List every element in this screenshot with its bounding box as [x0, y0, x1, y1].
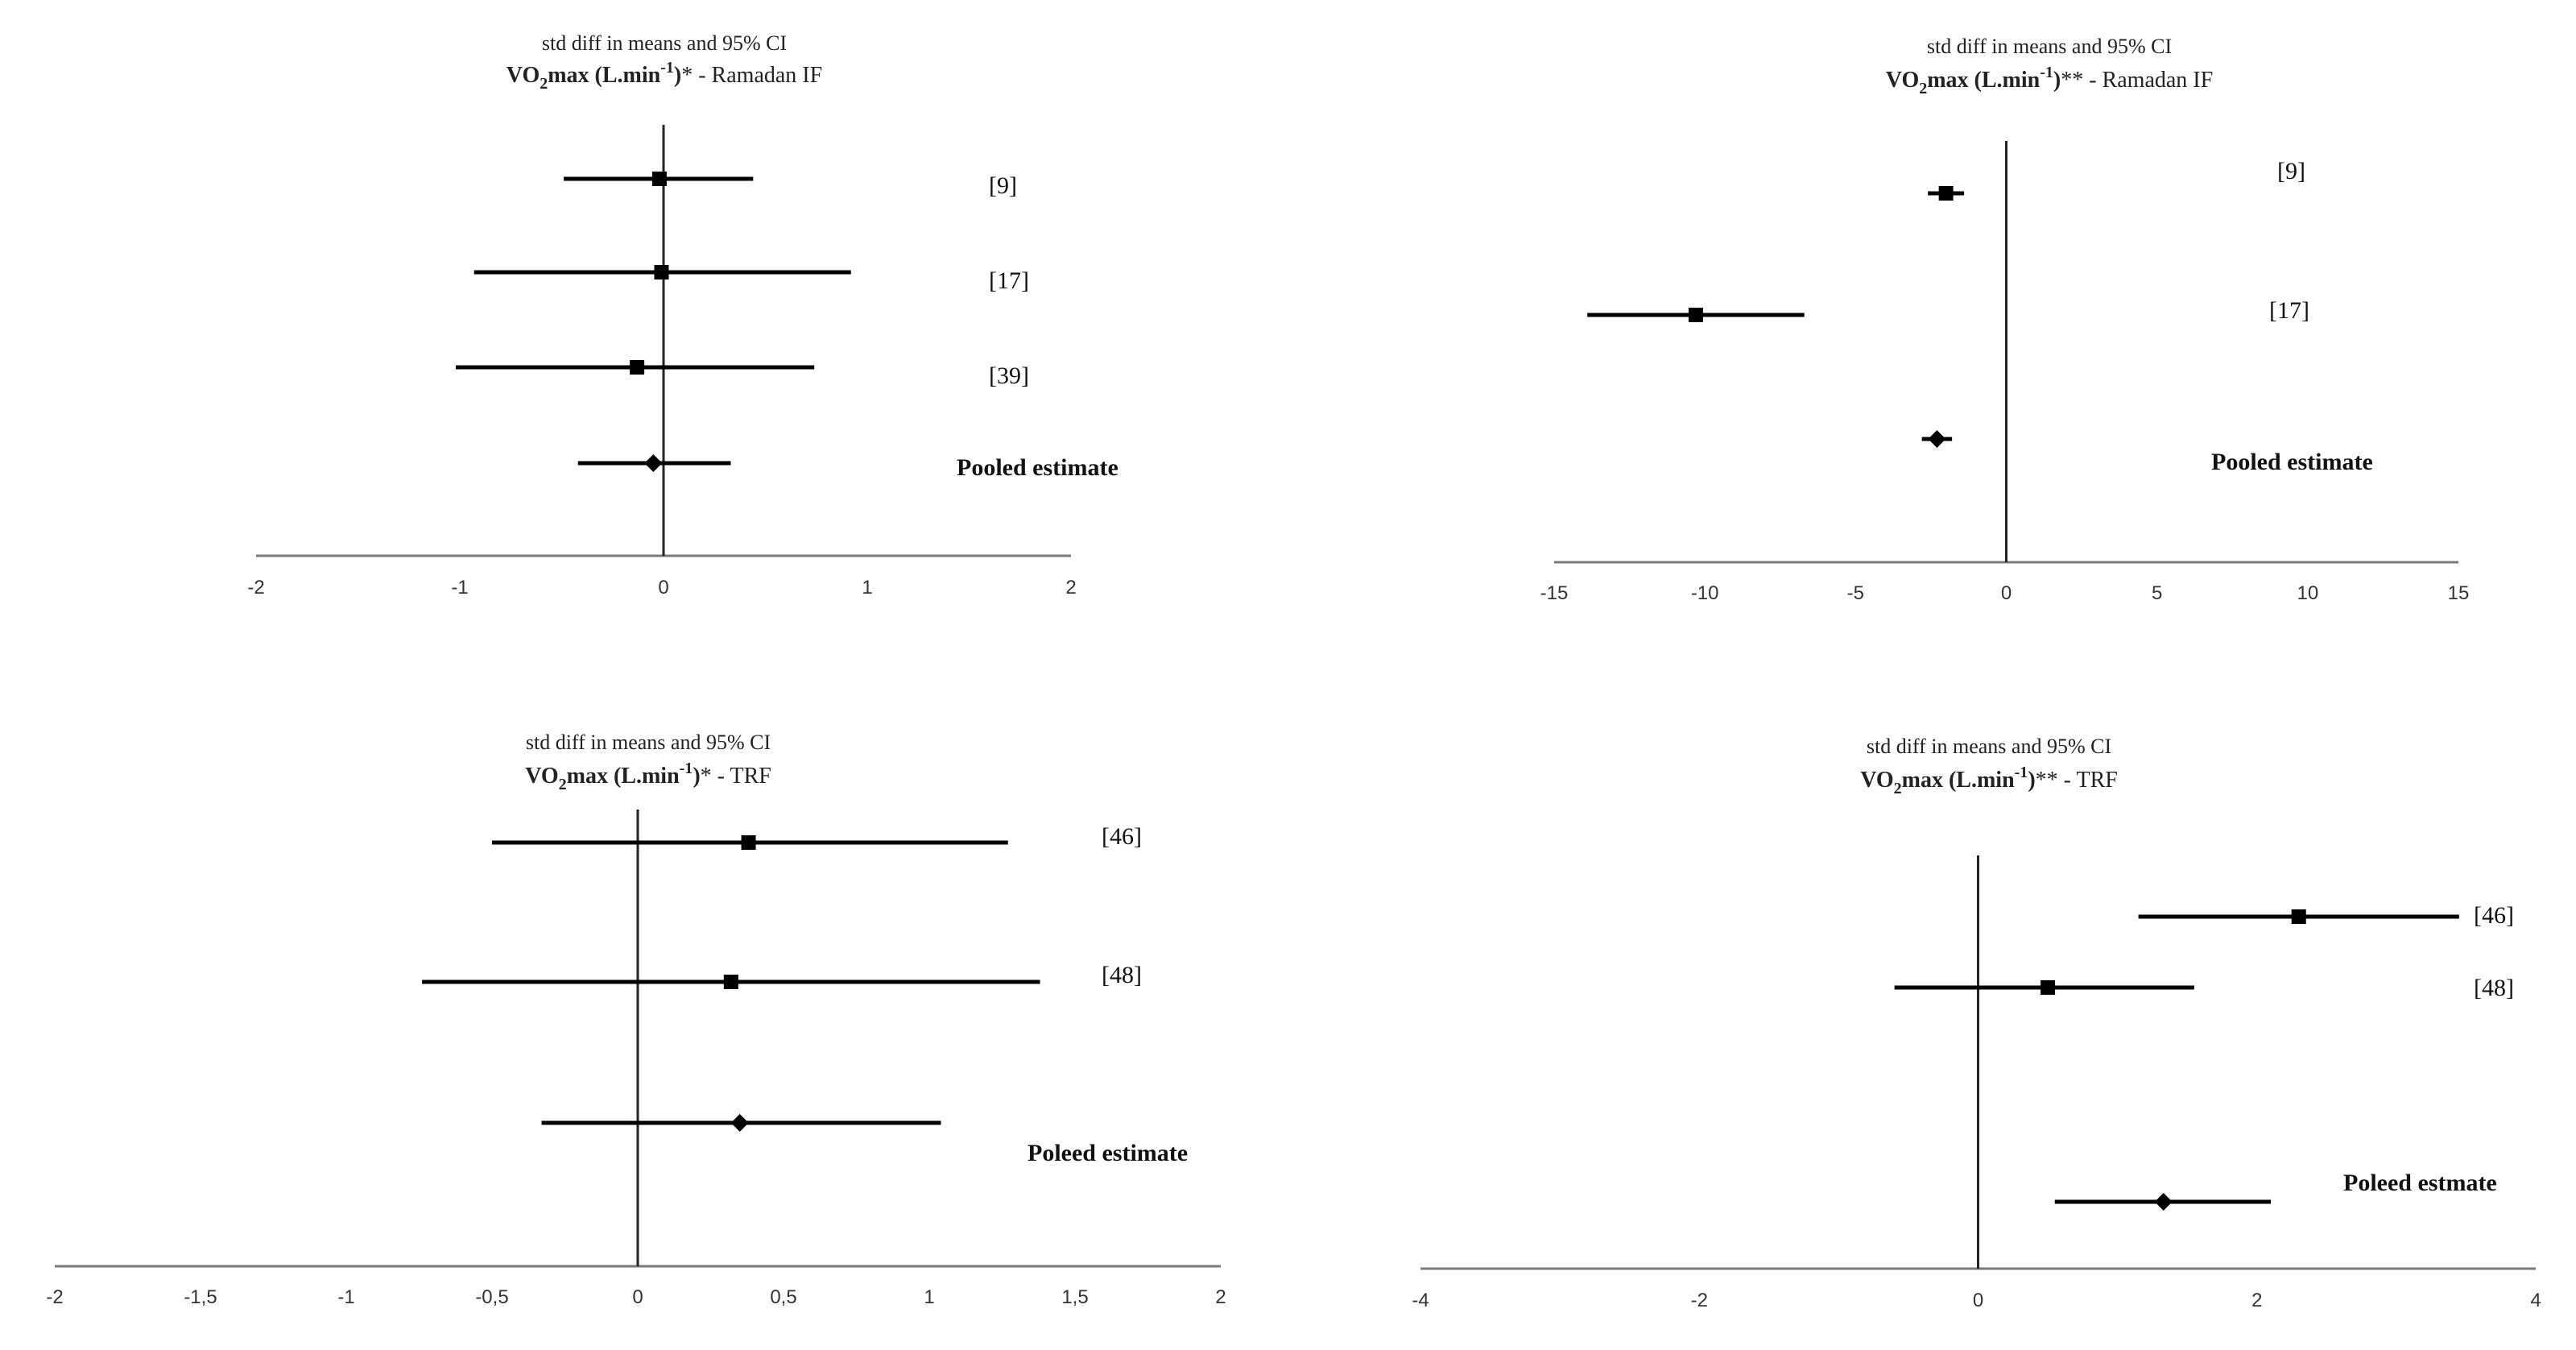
x-tick-label: 1 — [862, 577, 872, 598]
title-vo: VO — [507, 63, 540, 88]
x-tick-label: -15 — [1540, 582, 1569, 604]
x-tick-label: 0 — [658, 577, 668, 598]
title-close-paren: ) — [674, 63, 681, 88]
x-tick-label: -1,5 — [184, 1286, 217, 1308]
title-suffix: * - TRF — [701, 764, 771, 789]
x-tick-label: -5 — [1847, 582, 1864, 604]
chart-title-line2: VO2max (L.min-1)* - TRF — [525, 760, 771, 793]
study-square-marker — [1688, 308, 1703, 322]
pooled-estimate-label: Poleed estimate — [1028, 1140, 1188, 1166]
pooled-diamond-marker — [1928, 430, 1946, 448]
x-tick-label: -0,5 — [475, 1286, 508, 1308]
title-superscript: -1 — [660, 59, 674, 77]
title-superscript: -1 — [680, 760, 693, 777]
x-tick-label: 0 — [1973, 1290, 1983, 1311]
study-label: [46] — [2474, 902, 2514, 929]
pooled-diamond-marker — [730, 1114, 749, 1132]
x-tick-label: 0 — [2001, 582, 2012, 604]
study-square-marker — [654, 265, 669, 280]
study-label: [48] — [2474, 975, 2514, 1001]
study-label: [39] — [989, 362, 1029, 389]
x-tick-label: 10 — [2297, 582, 2318, 604]
x-tick-label: -2 — [1691, 1290, 1708, 1311]
x-tick-label: 2 — [2251, 1290, 2262, 1311]
x-tick-label: 0 — [632, 1286, 643, 1308]
x-tick-label: -2 — [247, 577, 264, 598]
title-superscript: -1 — [2015, 764, 2028, 781]
study-label: [9] — [989, 172, 1017, 199]
title-suffix: ** - Ramadan IF — [2061, 68, 2213, 93]
study-square-marker — [741, 835, 756, 850]
chart-title-line1: std diff in means and 95% CI — [542, 31, 787, 55]
title-max-units: max (L.min — [1927, 68, 2040, 93]
pooled-diamond-marker — [644, 454, 663, 472]
title-close-paren: ) — [693, 764, 700, 789]
study-square-marker — [1938, 186, 1954, 201]
x-tick-label: 4 — [2530, 1290, 2541, 1311]
study-square-marker — [651, 172, 667, 186]
study-label: [9] — [2277, 158, 2305, 184]
title-suffix: * - Ramadan IF — [681, 63, 822, 88]
study-label: [46] — [1102, 823, 1142, 850]
chart-title-line1: std diff in means and 95% CI — [1867, 735, 2111, 758]
x-tick-label: -1 — [337, 1286, 354, 1308]
x-tick-label: 2 — [1065, 577, 1076, 598]
x-tick-label: 1,5 — [1061, 1286, 1088, 1308]
study-square-marker — [630, 360, 645, 375]
chart-title-line1: std diff in means and 95% CI — [1927, 35, 2172, 58]
title-max-units: max (L.min — [567, 764, 680, 789]
study-label: [17] — [2269, 297, 2309, 324]
pooled-estimate-label: Poleed estmate — [2343, 1170, 2497, 1196]
title-vo: VO — [525, 764, 558, 789]
title-vo: VO — [1886, 68, 1919, 93]
title-subscript: 2 — [540, 75, 548, 93]
chart-title-line2: VO2max (L.min-1)* - Ramadan IF — [507, 59, 822, 93]
x-tick-label: -4 — [1412, 1290, 1429, 1311]
pooled-estimate-label: Pooled estimate — [957, 454, 1118, 481]
forest-plot-2: std diff in means and 95% CI VO2max (L.mi… — [1540, 35, 2470, 604]
title-suffix: ** - TRF — [2036, 768, 2118, 793]
study-square-marker — [2291, 909, 2306, 924]
title-close-paren: ) — [2053, 68, 2061, 93]
x-tick-label: 2 — [1215, 1286, 1226, 1308]
pooled-diamond-marker — [2154, 1193, 2173, 1211]
study-label: [17] — [989, 267, 1029, 294]
title-max-units: max (L.min — [1902, 768, 2015, 793]
x-tick-label: -1 — [451, 577, 468, 598]
title-subscript: 2 — [1894, 780, 1902, 797]
x-tick-label: 15 — [2448, 582, 2470, 604]
x-tick-label: 1 — [924, 1286, 934, 1308]
title-superscript: -1 — [2040, 64, 2053, 81]
chart-title-line1: std diff in means and 95% CI — [526, 731, 771, 754]
title-subscript: 2 — [559, 776, 567, 793]
pooled-estimate-label: Pooled estimate — [2211, 449, 2373, 475]
chart-title-line2: VO2max (L.min-1)** - Ramadan IF — [1886, 64, 2213, 97]
title-max-units: max (L.min — [548, 63, 660, 88]
x-tick-label: -10 — [1691, 582, 1719, 604]
study-label: [48] — [1102, 962, 1142, 988]
title-close-paren: ) — [2028, 768, 2035, 793]
study-square-marker — [723, 975, 738, 989]
x-tick-label: 0,5 — [770, 1286, 796, 1308]
x-tick-label: 5 — [2152, 582, 2162, 604]
study-square-marker — [2041, 980, 2056, 995]
title-subscript: 2 — [1919, 80, 1927, 97]
title-vo: VO — [1860, 768, 1893, 793]
x-tick-label: -2 — [46, 1286, 63, 1308]
chart-title-line2: VO2max (L.min-1)** - TRF — [1860, 764, 2118, 797]
